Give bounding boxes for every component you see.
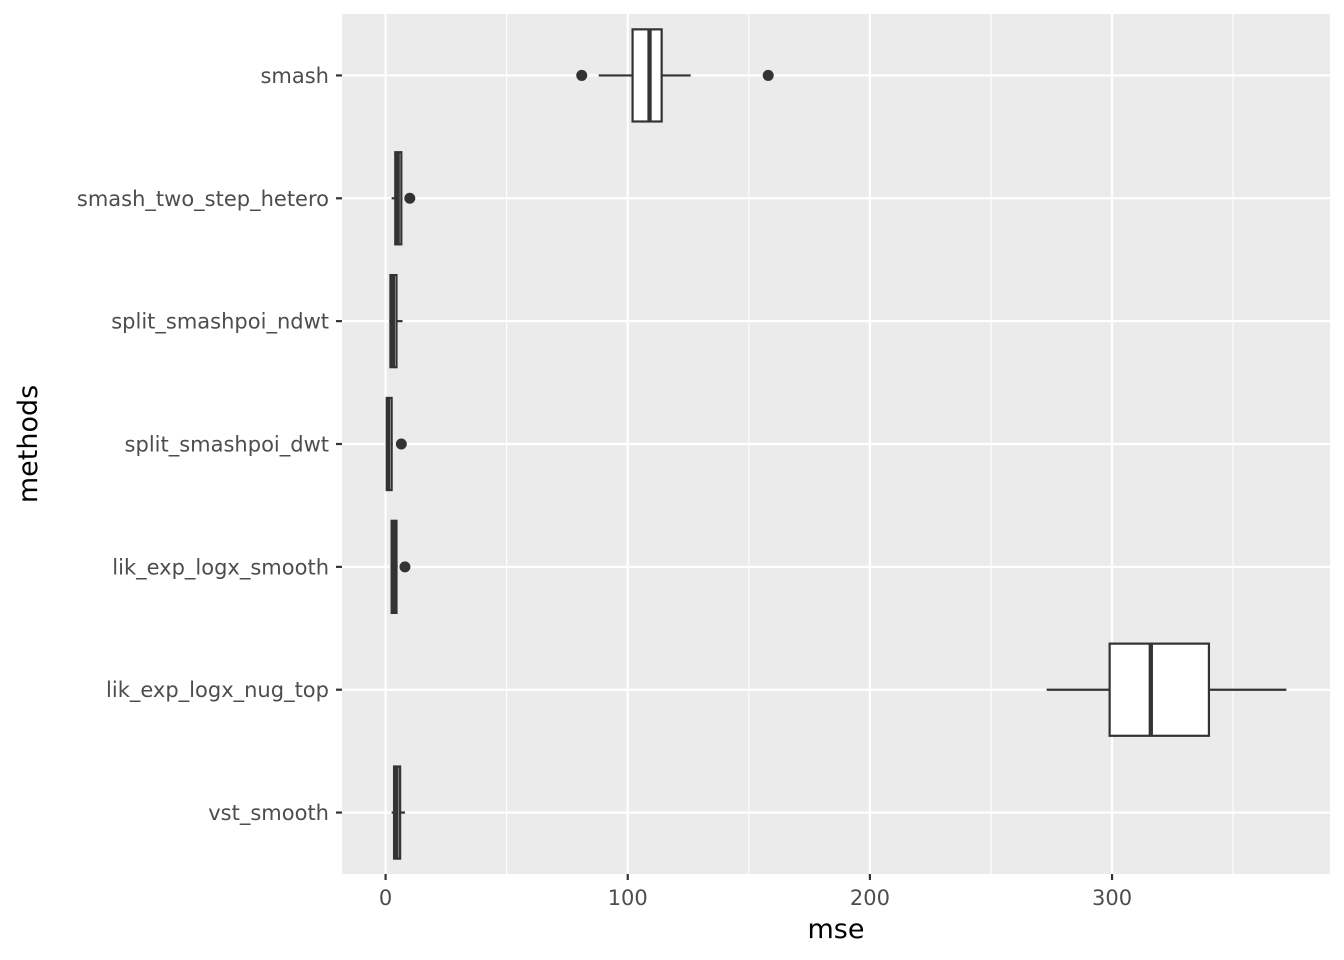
x-tick-label: 200 bbox=[850, 886, 890, 910]
y-tick-label: vst_smooth bbox=[208, 801, 329, 826]
outlier-point bbox=[576, 69, 588, 81]
box-vst_smooth bbox=[391, 765, 405, 860]
y-tick-label: smash bbox=[260, 64, 329, 88]
y-tick-label: split_smashpoi_dwt bbox=[125, 433, 329, 458]
y-tick-label: lik_exp_logx_smooth bbox=[112, 555, 329, 580]
outlier-point bbox=[762, 69, 774, 81]
y-axis-title: methods bbox=[13, 385, 44, 503]
y-axis: smash smash_two_step_hetero split_smashpoi… bbox=[77, 64, 342, 826]
y-tick-label: split_smashpoi_ndwt bbox=[111, 310, 329, 335]
x-axis-title: mse bbox=[808, 914, 865, 945]
box-smash bbox=[576, 28, 774, 123]
outlier-point bbox=[395, 438, 407, 450]
outlier-point bbox=[404, 192, 416, 204]
box-smash_two_step_hetero bbox=[391, 151, 416, 246]
box-lik_exp_logx_nug_top bbox=[1046, 642, 1287, 737]
y-tick-label: lik_exp_logx_nug_top bbox=[106, 678, 329, 703]
box-split_smashpoi_dwt bbox=[385, 396, 407, 492]
x-tick-label: 0 bbox=[379, 886, 392, 910]
box-body bbox=[1108, 642, 1211, 737]
box-lik_exp_logx_smooth bbox=[390, 519, 411, 615]
grid-major bbox=[342, 14, 1330, 874]
box-body bbox=[631, 28, 663, 123]
x-tick-label: 300 bbox=[1092, 886, 1132, 910]
x-axis: 0 100 200 300 bbox=[379, 874, 1132, 910]
outlier-point bbox=[399, 561, 411, 573]
boxes bbox=[385, 28, 1287, 860]
y-tick-label: smash_two_step_hetero bbox=[77, 187, 329, 212]
box-split_smashpoi_ndwt bbox=[389, 273, 403, 369]
x-tick-label: 100 bbox=[608, 886, 648, 910]
